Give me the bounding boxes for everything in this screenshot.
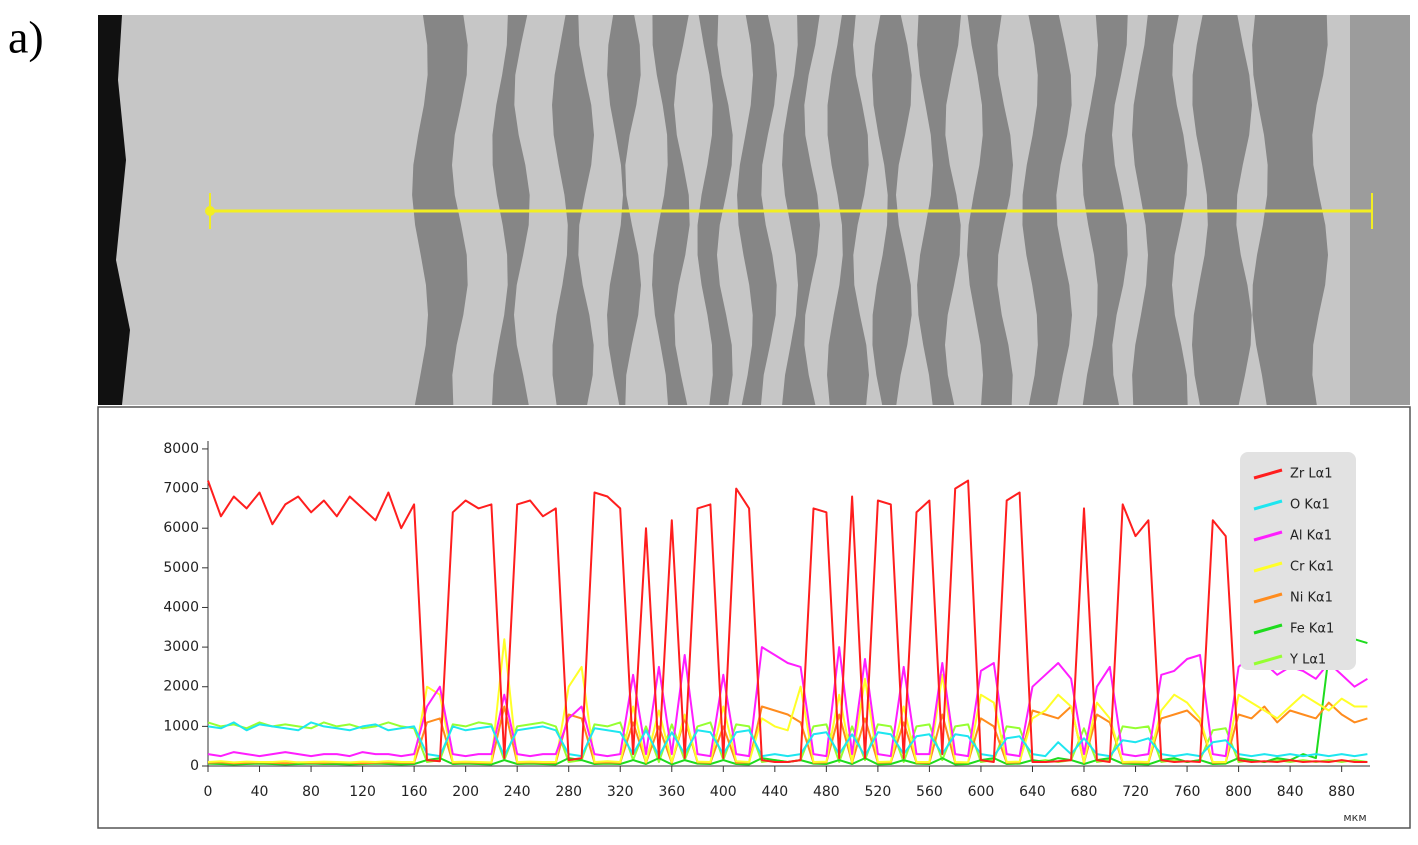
legend-box xyxy=(1240,452,1356,670)
y-tick-label: 0 xyxy=(190,758,199,774)
y-tick-label: 2000 xyxy=(163,679,199,695)
x-tick-label: 560 xyxy=(916,784,943,800)
x-tick-label: 480 xyxy=(813,784,840,800)
x-tick-label: 720 xyxy=(1122,784,1149,800)
legend-label: Al Kα1 xyxy=(1290,529,1332,544)
x-tick-label: 680 xyxy=(1071,784,1098,800)
legend-swatch xyxy=(1253,561,1283,573)
legend-swatch xyxy=(1253,592,1283,604)
y-tick-label: 5000 xyxy=(163,560,199,576)
plot: 0 1000 2000 3000 4000 5000 6000 7000 8000 0 40 80 12… xyxy=(163,441,1370,824)
series-line xyxy=(207,638,1368,764)
x-tick-label: 240 xyxy=(504,784,531,800)
x-tick-label: 760 xyxy=(1174,784,1201,800)
y-tick-label: 8000 xyxy=(163,441,199,457)
x-tick-label: 320 xyxy=(607,784,634,800)
legend-label: Y Lα1 xyxy=(1289,653,1326,668)
x-tick-label: 840 xyxy=(1277,784,1304,800)
x-tick-label: 120 xyxy=(349,784,376,800)
x-tick-label: 520 xyxy=(865,784,892,800)
series-line xyxy=(207,646,1368,758)
x-tick-label: 400 xyxy=(710,784,737,800)
y-tick-label: 1000 xyxy=(163,718,199,734)
legend-label: Ni Kα1 xyxy=(1290,591,1333,606)
scan-line-marker xyxy=(205,206,215,216)
series-line xyxy=(207,721,1368,758)
x-tick-label: 80 xyxy=(302,784,320,800)
x-tick-label: 440 xyxy=(761,784,788,800)
x-axis-label: мкм xyxy=(1343,811,1366,824)
legend-swatch xyxy=(1253,468,1283,480)
x-tick-label: 40 xyxy=(251,784,269,800)
x-tick-label: 800 xyxy=(1225,784,1252,800)
x-tick-label: 360 xyxy=(658,784,685,800)
y-tick-label: 4000 xyxy=(163,599,199,615)
legend-swatch xyxy=(1253,530,1283,542)
legend-label: Fe Kα1 xyxy=(1290,622,1334,637)
micrograph-edge xyxy=(98,15,130,405)
legend-swatch xyxy=(1253,654,1283,666)
legend-swatch xyxy=(1253,499,1283,511)
series-line xyxy=(207,479,1368,763)
y-tick-label: 6000 xyxy=(163,520,199,536)
x-tick-label: 640 xyxy=(1019,784,1046,800)
legend-label: O Kα1 xyxy=(1290,498,1330,513)
y-tick-label: 7000 xyxy=(163,481,199,497)
panel-label: a) xyxy=(8,12,44,63)
x-tick-label: 160 xyxy=(401,784,428,800)
micrograph xyxy=(98,15,1410,405)
x-tick-label: 280 xyxy=(555,784,582,800)
x-tick-label: 880 xyxy=(1328,784,1355,800)
legend-label: Cr Kα1 xyxy=(1290,560,1334,575)
legend-swatch xyxy=(1253,623,1283,635)
x-tick-label: 600 xyxy=(968,784,995,800)
x-tick-label: 200 xyxy=(452,784,479,800)
legend-label: Zr Lα1 xyxy=(1290,467,1332,482)
x-tick-label: 0 xyxy=(204,784,213,800)
y-tick-label: 3000 xyxy=(163,639,199,655)
